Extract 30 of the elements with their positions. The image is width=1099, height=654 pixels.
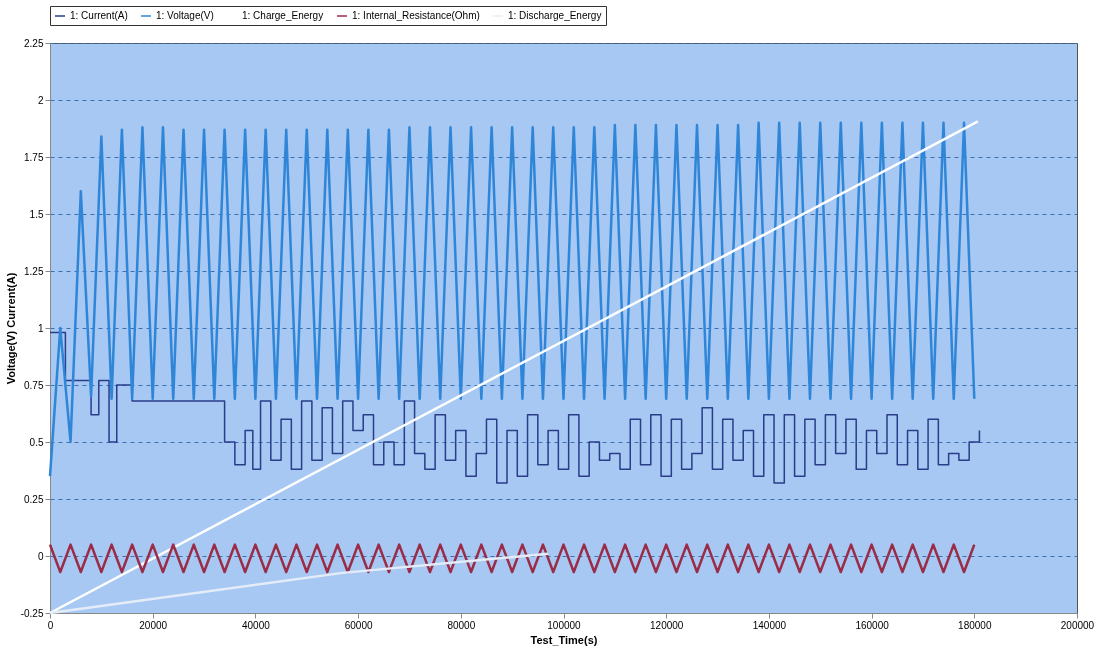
y-tick-label: 0.75	[24, 379, 44, 391]
y-tick-label: 1.25	[24, 265, 44, 277]
x-axis-title: Test_Time(s)	[530, 633, 598, 646]
x-tick-label: 80000	[447, 619, 476, 631]
line-series	[48, 121, 976, 478]
y-tick-label: -0.25	[20, 607, 44, 619]
x-tick-label: 40000	[241, 619, 271, 631]
y-tick-label: 0.5	[29, 436, 44, 448]
y-tick-label: 0	[37, 550, 44, 562]
x-tick-label: 160000	[855, 619, 890, 631]
y-tick-label: 2.25	[24, 37, 44, 49]
legend-label: 1: Internal_Resistance(Ohm)	[352, 10, 480, 21]
x-tick-label: 0	[47, 619, 54, 631]
x-tick-label: 180000	[958, 619, 992, 631]
text: 1: Charge_Energy	[242, 10, 324, 21]
y-axis-title: Voltage(V) Current(A)	[4, 272, 17, 385]
y-tick-label: 1.5	[29, 208, 44, 220]
x-tick-label: 100000	[547, 619, 582, 631]
x-tick-label: 120000	[650, 619, 684, 631]
y-tick-label: 1.75	[24, 151, 44, 163]
x-tick-label: 200000	[1060, 619, 1095, 631]
legend-label: 1: Current(A)	[70, 10, 128, 21]
x-tick-label: 60000	[344, 619, 373, 631]
x-tick-label: 20000	[139, 619, 168, 631]
y-tick-label: 2	[37, 94, 44, 106]
x-tick-label: 140000	[752, 619, 787, 631]
legend-label: 1: Voltage(V)	[156, 10, 214, 21]
legend-label: 1: Discharge_Energy	[508, 10, 602, 21]
y-tick-label: 1	[37, 322, 44, 334]
y-tick-label: 0.25	[24, 493, 44, 505]
